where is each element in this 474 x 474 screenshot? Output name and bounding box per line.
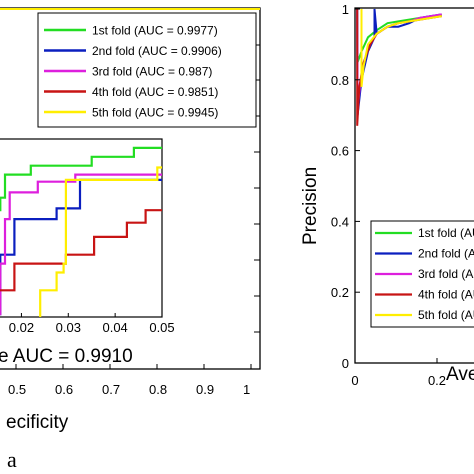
- pr-line-5: [360, 9, 442, 88]
- roc-inset-line-5: [39, 166, 162, 317]
- pr-x-ticks: 0 0.2: [351, 358, 446, 388]
- roc-x-axis-label: ecificity: [6, 412, 69, 433]
- roc-inset-frame: [0, 138, 163, 318]
- panel-label-a: a: [7, 447, 17, 472]
- pr-y-tick-label: 0: [342, 356, 349, 371]
- pr-y-tick-label: 0.8: [331, 73, 349, 88]
- roc-legend-label: 5th fold (AUC = 0.9945): [92, 106, 218, 120]
- pr-panel-b: 00.20.40.60.81 0 0.2 Precision Ave 1st fo…: [300, 2, 474, 388]
- pr-x-tick-label: 0.2: [428, 373, 446, 388]
- roc-legend-label: 4th fold (AUC = 0.9851): [92, 85, 218, 99]
- roc-legend-label: 2nd fold (AUC = 0.9906): [92, 44, 222, 58]
- roc-inset-x-tick-label: 0.02: [9, 320, 34, 335]
- pr-legend-label: 2nd fold (AU: [418, 247, 474, 261]
- pr-x-tick-label: 0: [351, 373, 358, 388]
- roc-inset-x-tick-label: 0.05: [149, 320, 174, 335]
- roc-x-tick-label: 0.9: [196, 382, 214, 397]
- roc-panel-a: 0.5 0.6 0.7 0.8 0.9 1 ecificity a 1st fold (A…: [0, 7, 261, 472]
- roc-x-tick-label: 1: [243, 382, 250, 397]
- roc-inset-series: [0, 146, 162, 317]
- pr-legend: 1st fold (AU 2nd fold (AU 3rd fold (AU 4th …: [370, 220, 474, 328]
- pr-legend-label: 3rd fold (AU: [418, 267, 474, 281]
- roc-legend: 1st fold (AUC = 0.9977) 2nd fold (AUC = 0…: [37, 12, 257, 128]
- mean-auc-annotation: e AUC = 0.9910: [0, 346, 133, 367]
- roc-inset: 0.02 0.03 0.04 0.05: [0, 138, 175, 335]
- roc-x-tick-label: 0.6: [55, 382, 73, 397]
- pr-y-tick-label: 0.6: [331, 144, 349, 159]
- pr-y-ticks: 0 0.2 0.4 0.6 0.8 1: [331, 2, 360, 371]
- roc-x-tick-label: 0.7: [102, 382, 120, 397]
- pr-series: [356, 8, 442, 126]
- roc-x-tick-labels: 0.5 0.6 0.7 0.8 0.9 1: [8, 364, 252, 397]
- pr-y-tick-label: 1: [342, 2, 349, 17]
- roc-inset-x-tick-label: 0.03: [56, 320, 81, 335]
- pr-legend-label: 4th fold (AU: [418, 288, 474, 302]
- pr-y-tick-label: 0.4: [331, 214, 349, 229]
- roc-legend-label: 1st fold (AUC = 0.9977): [92, 24, 218, 38]
- pr-x-axis-label: Ave: [446, 364, 474, 385]
- roc-legend-label: 3rd fold (AUC = 0.987): [92, 65, 212, 79]
- roc-inset-line-1: [0, 146, 162, 212]
- roc-x-tick-label: 0.5: [8, 382, 26, 397]
- pr-legend-label: 1st fold (AU: [418, 226, 474, 240]
- roc-inset-x-tick-label: 0.04: [102, 320, 127, 335]
- pr-y-axis-label: Precision: [300, 167, 321, 245]
- roc-inset-line-4: [0, 209, 162, 292]
- pr-y-tick-label: 0.2: [331, 285, 349, 300]
- roc-inset-x-ticks: 0.02 0.03 0.04 0.05: [9, 313, 175, 335]
- roc-x-tick-label: 0.8: [149, 382, 167, 397]
- pr-legend-label: 5th fold (AU: [418, 308, 474, 322]
